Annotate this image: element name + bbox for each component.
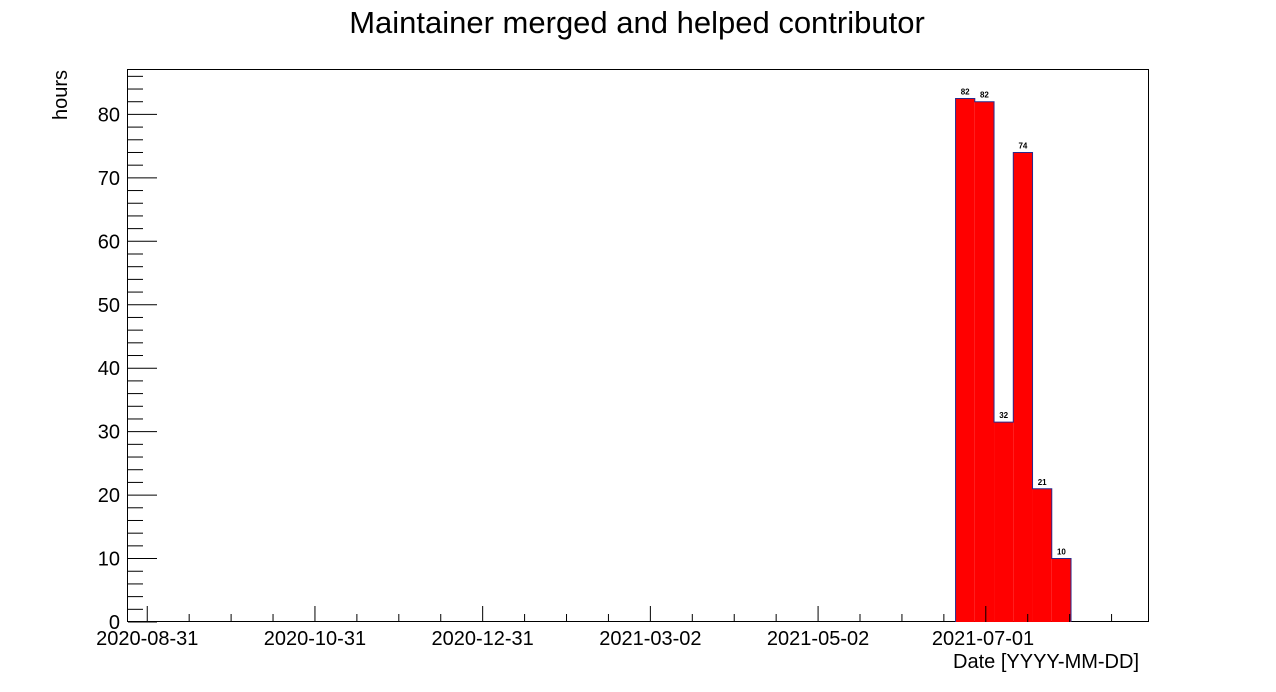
bar-value-label: 74 xyxy=(1018,141,1027,150)
bar xyxy=(955,98,975,623)
y-tick-label: 50 xyxy=(98,295,120,317)
bar-value-label: 21 xyxy=(1038,478,1047,487)
x-tick-label: 2021-03-02 xyxy=(599,628,701,650)
x-tick-label: 2021-05-02 xyxy=(767,628,869,650)
x-tick-label: 2021-07-01 xyxy=(932,628,1034,650)
x-axis-title: Date [YYYY-MM-DD] xyxy=(953,651,1139,673)
y-axis: 0 10 20 30 40 50 60 70 80 xyxy=(98,75,157,634)
y-tick-label: 80 xyxy=(98,104,120,126)
bar-value-label: 82 xyxy=(961,88,970,97)
bar-value-label: 82 xyxy=(980,91,989,100)
y-tick-label: 30 xyxy=(98,422,120,444)
bar-value-label: 10 xyxy=(1057,548,1066,557)
x-axis: 2020-08-31 2020-10-31 2020-12-31 2021-03-02… xyxy=(96,606,1113,650)
bar xyxy=(1013,152,1033,623)
y-axis-title: hours xyxy=(50,70,72,120)
y-tick-label: 40 xyxy=(98,358,120,380)
y-tick-label: 20 xyxy=(98,485,120,507)
x-tick-label: 2020-08-31 xyxy=(96,628,198,650)
bar-labels-layer: 82 82 32 74 21 10 xyxy=(961,88,1067,557)
bar-outline xyxy=(955,98,1072,622)
x-tick-label: 2020-10-31 xyxy=(264,628,366,650)
bar xyxy=(1051,558,1072,622)
bar xyxy=(1032,488,1052,622)
y-tick-label: 60 xyxy=(98,231,120,253)
bar-value-label: 32 xyxy=(999,411,1008,420)
y-tick-label: 0 xyxy=(109,612,120,634)
chart-title: Maintainer merged and helped contributor xyxy=(349,5,925,40)
y-tick-label: 10 xyxy=(98,549,120,571)
plot-frame xyxy=(127,69,1149,622)
x-tick-label: 2020-12-31 xyxy=(432,628,534,650)
bars-layer xyxy=(955,98,1072,623)
bar xyxy=(974,101,995,623)
bar xyxy=(994,422,1014,622)
y-tick-label: 70 xyxy=(98,168,120,190)
